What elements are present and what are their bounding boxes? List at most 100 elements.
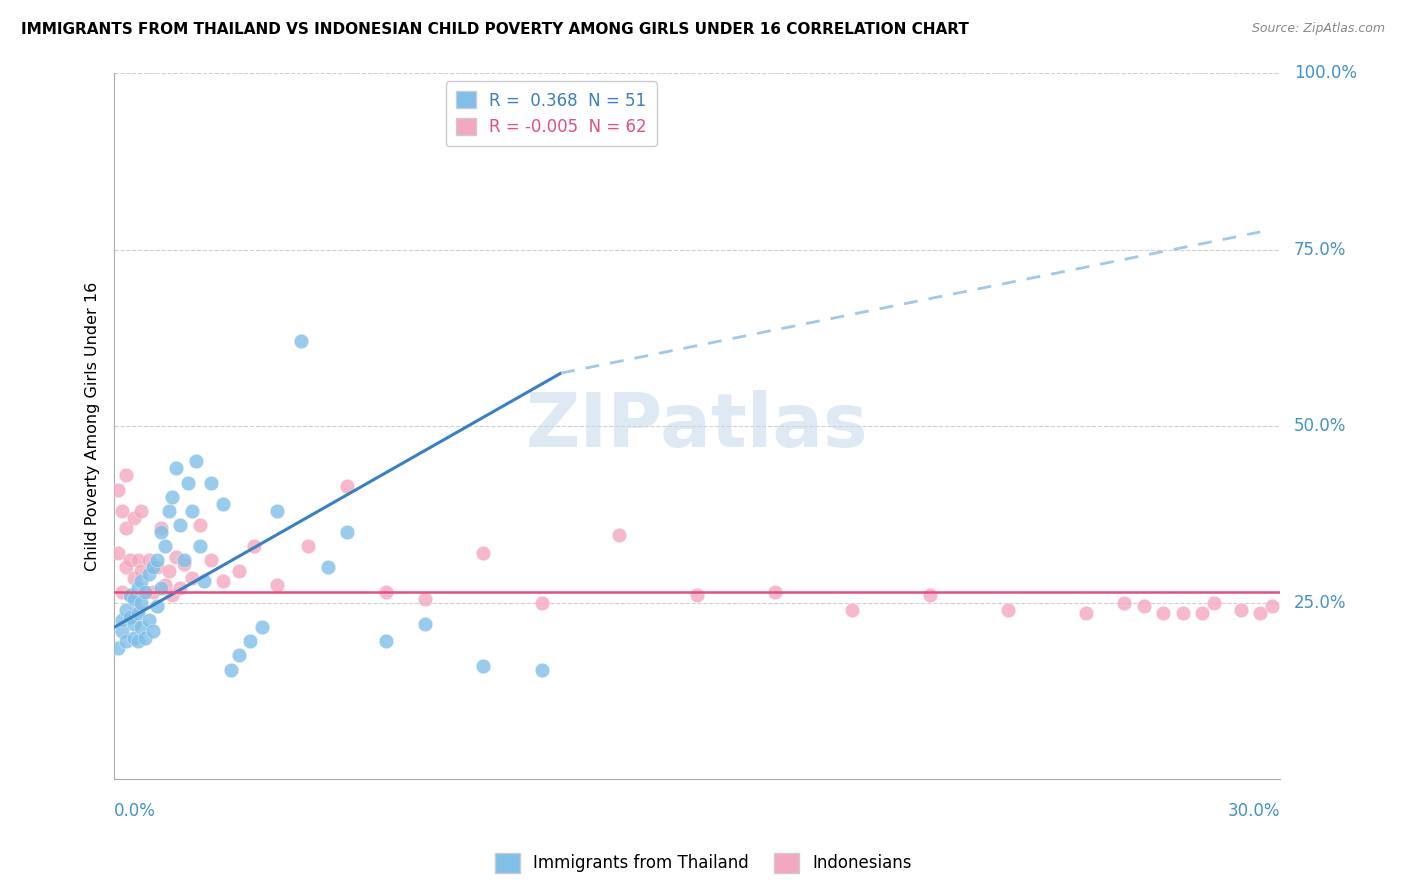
- Point: [169, 582, 191, 596]
- Point: [413, 592, 436, 607]
- Point: [997, 602, 1019, 616]
- Point: [149, 521, 172, 535]
- Point: [336, 479, 359, 493]
- Point: [173, 557, 195, 571]
- Point: [149, 524, 172, 539]
- Point: [122, 631, 145, 645]
- Text: 75.0%: 75.0%: [1294, 241, 1346, 259]
- Point: [134, 631, 156, 645]
- Point: [336, 524, 359, 539]
- Point: [375, 634, 398, 648]
- Point: [111, 504, 134, 518]
- Point: [316, 560, 339, 574]
- Point: [146, 599, 169, 613]
- Point: [122, 616, 145, 631]
- Point: [1171, 606, 1194, 620]
- Point: [1385, 606, 1406, 620]
- Point: [134, 585, 156, 599]
- Text: ZIPatlas: ZIPatlas: [526, 390, 869, 463]
- Legend: R =  0.368  N = 51, R = -0.005  N = 62: R = 0.368 N = 51, R = -0.005 N = 62: [446, 81, 657, 146]
- Point: [111, 613, 134, 627]
- Point: [131, 620, 153, 634]
- Y-axis label: Child Poverty Among Girls Under 16: Child Poverty Among Girls Under 16: [86, 281, 100, 571]
- Point: [1114, 595, 1136, 609]
- Point: [413, 616, 436, 631]
- Point: [142, 624, 165, 638]
- Point: [250, 620, 273, 634]
- Point: [1152, 606, 1174, 620]
- Point: [127, 634, 149, 648]
- Point: [188, 517, 211, 532]
- Text: 30.0%: 30.0%: [1227, 802, 1279, 820]
- Point: [1133, 599, 1156, 613]
- Point: [107, 483, 129, 497]
- Point: [1277, 690, 1299, 705]
- Point: [115, 560, 138, 574]
- Point: [841, 602, 863, 616]
- Point: [149, 582, 172, 596]
- Point: [290, 334, 312, 349]
- Point: [138, 613, 160, 627]
- Point: [153, 578, 176, 592]
- Text: 50.0%: 50.0%: [1294, 417, 1346, 435]
- Text: 25.0%: 25.0%: [1294, 593, 1347, 612]
- Point: [162, 589, 184, 603]
- Point: [127, 606, 149, 620]
- Point: [297, 539, 319, 553]
- Point: [127, 553, 149, 567]
- Point: [200, 475, 222, 490]
- Point: [200, 553, 222, 567]
- Point: [122, 571, 145, 585]
- Point: [173, 553, 195, 567]
- Point: [138, 553, 160, 567]
- Point: [142, 585, 165, 599]
- Point: [472, 546, 495, 560]
- Point: [1334, 602, 1357, 616]
- Point: [243, 539, 266, 553]
- Point: [686, 589, 709, 603]
- Point: [122, 511, 145, 525]
- Point: [1354, 602, 1376, 616]
- Text: Source: ZipAtlas.com: Source: ZipAtlas.com: [1251, 22, 1385, 36]
- Point: [131, 574, 153, 589]
- Point: [111, 585, 134, 599]
- Point: [920, 589, 942, 603]
- Point: [472, 659, 495, 673]
- Point: [1315, 602, 1337, 616]
- Point: [239, 634, 262, 648]
- Point: [1230, 602, 1253, 616]
- Point: [266, 578, 288, 592]
- Point: [1202, 595, 1225, 609]
- Point: [180, 504, 202, 518]
- Point: [157, 564, 180, 578]
- Point: [228, 648, 250, 663]
- Point: [115, 521, 138, 535]
- Point: [138, 567, 160, 582]
- Point: [530, 595, 553, 609]
- Text: 0.0%: 0.0%: [114, 802, 156, 820]
- Point: [212, 574, 235, 589]
- Point: [142, 560, 165, 574]
- Point: [1369, 670, 1392, 684]
- Point: [219, 663, 242, 677]
- Point: [1261, 599, 1284, 613]
- Point: [165, 549, 187, 564]
- Point: [157, 504, 180, 518]
- Point: [1296, 680, 1319, 694]
- Point: [146, 553, 169, 567]
- Point: [131, 564, 153, 578]
- Point: [107, 546, 129, 560]
- Text: 100.0%: 100.0%: [1294, 64, 1357, 82]
- Legend: Immigrants from Thailand, Indonesians: Immigrants from Thailand, Indonesians: [488, 847, 918, 880]
- Point: [375, 585, 398, 599]
- Point: [107, 641, 129, 656]
- Point: [162, 490, 184, 504]
- Point: [122, 592, 145, 607]
- Point: [180, 571, 202, 585]
- Point: [118, 609, 141, 624]
- Point: [131, 595, 153, 609]
- Point: [118, 553, 141, 567]
- Text: IMMIGRANTS FROM THAILAND VS INDONESIAN CHILD POVERTY AMONG GIRLS UNDER 16 CORREL: IMMIGRANTS FROM THAILAND VS INDONESIAN C…: [21, 22, 969, 37]
- Point: [212, 497, 235, 511]
- Point: [131, 504, 153, 518]
